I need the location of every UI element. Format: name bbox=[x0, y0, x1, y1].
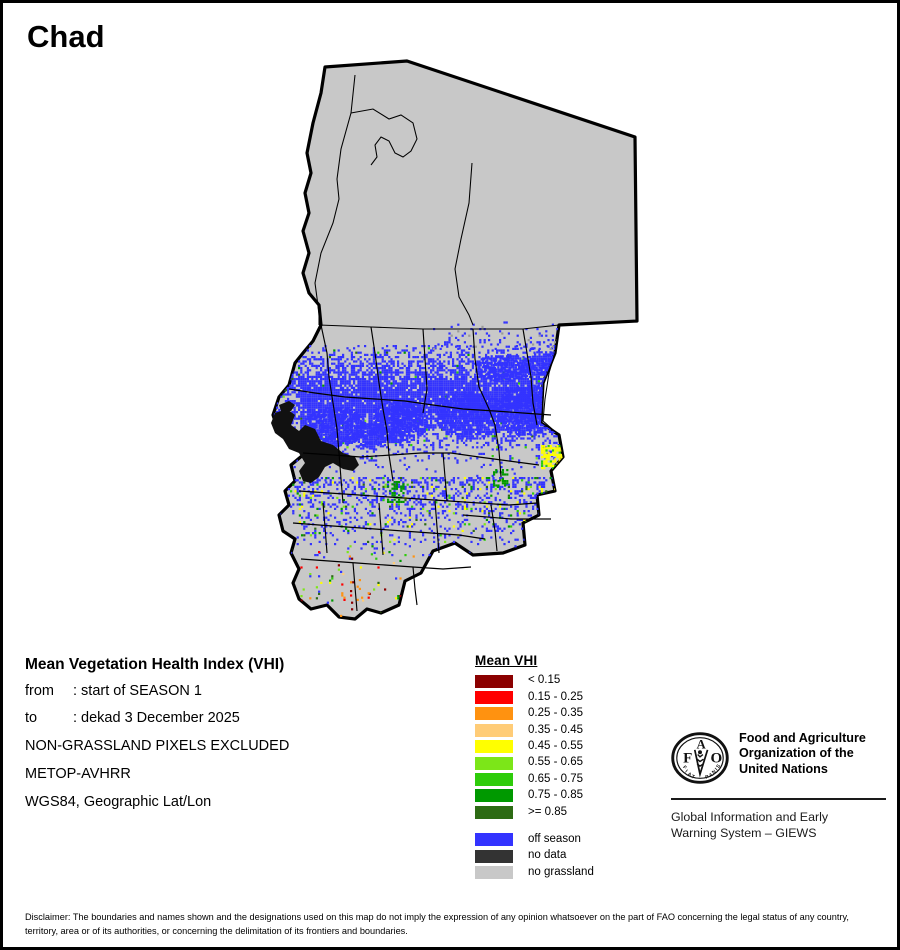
legend-special-row: no grassland bbox=[473, 864, 594, 880]
legend-class-swatch bbox=[475, 674, 513, 688]
metadata-sensor: METOP-AVHRR bbox=[25, 765, 131, 782]
legend-special-swatch bbox=[475, 865, 513, 879]
metadata-from-label: from bbox=[25, 682, 54, 699]
legend-class-row: >= 0.85 bbox=[473, 804, 594, 820]
fao-organization-name: Food and Agriculture Organization of the… bbox=[739, 729, 866, 777]
metadata-to-label: to bbox=[25, 710, 38, 727]
admin-boundaries bbox=[314, 74, 560, 330]
legend-class-row: < 0.15 bbox=[473, 673, 594, 689]
map-legend: Mean VHI < 0.15 0.15 - 0.25 0.25 - 0.35 0.3… bbox=[473, 653, 594, 881]
metadata-projection: WGS84, Geographic Lat/Lon bbox=[25, 793, 212, 810]
legend-special-row: no data bbox=[473, 848, 594, 864]
legend-class-list: < 0.15 0.15 - 0.25 0.25 - 0.35 0.35 - 0.45 0… bbox=[473, 673, 594, 821]
fao-name-line-3: United Nations bbox=[739, 761, 828, 776]
fao-name-line-2: Organization of the bbox=[739, 746, 854, 761]
country-boundary bbox=[271, 59, 639, 621]
admin-boundaries-south bbox=[288, 324, 552, 612]
lake-chad-waterbody bbox=[271, 409, 359, 483]
metadata-from-row: from : start of SEASON 1 bbox=[25, 683, 455, 700]
fao-divider bbox=[671, 798, 886, 800]
legend-class-label: >= 0.85 bbox=[528, 805, 568, 818]
legend-special-label: no data bbox=[528, 849, 567, 862]
legend-class-label: 0.15 - 0.25 bbox=[528, 690, 583, 703]
legend-special-label: off season bbox=[528, 832, 581, 845]
metadata-to-value: : dekad 3 December 2025 bbox=[73, 710, 240, 727]
legend-class-label: 0.25 - 0.35 bbox=[528, 707, 583, 720]
fao-name-line-1: Food and Agriculture bbox=[739, 731, 866, 745]
disclaimer-text: Disclaimer: The boundaries and names sho… bbox=[25, 912, 849, 936]
legend-special-list: off season no data no grassland bbox=[473, 832, 594, 881]
lake-chad bbox=[271, 401, 359, 483]
map-land bbox=[271, 59, 639, 621]
legend-special-row: off season bbox=[473, 832, 594, 848]
lake-chad-north-lobe bbox=[279, 401, 295, 411]
legend-class-row: 0.45 - 0.55 bbox=[473, 739, 594, 755]
legend-class-row: 0.25 - 0.35 bbox=[473, 706, 594, 722]
legend-class-swatch bbox=[475, 723, 513, 737]
legend-class-row: 0.55 - 0.65 bbox=[473, 755, 594, 771]
legend-class-swatch bbox=[475, 805, 513, 819]
map-canvas[interactable] bbox=[3, 53, 897, 643]
legend-class-swatch bbox=[475, 756, 513, 770]
metadata-from-value: : start of SEASON 1 bbox=[73, 682, 202, 699]
chad-map-svg[interactable] bbox=[3, 53, 897, 643]
legend-class-swatch bbox=[475, 740, 513, 754]
giews-line-1: Global Information and Early bbox=[671, 810, 829, 824]
fao-logo-icon: F A O F I A T P A N I bbox=[671, 732, 729, 784]
legend-class-label: 0.75 - 0.85 bbox=[528, 789, 583, 802]
legend-class-label: < 0.15 bbox=[528, 674, 561, 687]
legend-special-swatch bbox=[475, 833, 513, 847]
legend-class-row: 0.15 - 0.25 bbox=[473, 689, 594, 705]
admin-boundaries-east bbox=[542, 324, 564, 458]
fao-header: F A O F I A T P A N I bbox=[671, 729, 886, 787]
giews-line-2: Warning System – GIEWS bbox=[671, 826, 817, 841]
page-title: Chad bbox=[27, 19, 105, 54]
legend-class-row: 0.65 - 0.75 bbox=[473, 771, 594, 787]
legend-special-swatch bbox=[475, 849, 513, 863]
legend-title: Mean VHI bbox=[475, 653, 538, 668]
legend-class-label: 0.35 - 0.45 bbox=[528, 723, 583, 736]
map-metadata: Mean Vegetation Health Index (VHI) from:… bbox=[25, 656, 455, 821]
metadata-note: NON-GRASSLAND PIXELS EXCLUDED bbox=[25, 738, 290, 755]
legend-class-swatch bbox=[475, 707, 513, 721]
legend-class-row: 0.35 - 0.45 bbox=[473, 722, 594, 738]
legend-special-label: no grassland bbox=[528, 865, 594, 878]
metadata-to-row: to : dekad 3 December 2025 bbox=[25, 710, 455, 727]
legend-class-label: 0.55 - 0.65 bbox=[528, 756, 583, 769]
legend-class-swatch bbox=[475, 691, 513, 705]
legend-spacer bbox=[473, 821, 594, 832]
legend-class-row: 0.75 - 0.85 bbox=[473, 788, 594, 804]
giews-system-name: Global Information and Early Warning Sys… bbox=[671, 809, 886, 841]
legend-class-label: 0.65 - 0.75 bbox=[528, 772, 583, 785]
legend-class-label: 0.45 - 0.55 bbox=[528, 740, 583, 752]
metadata-heading: Mean Vegetation Health Index (VHI) bbox=[25, 656, 285, 673]
fao-branding: F A O F I A T P A N I bbox=[671, 729, 886, 841]
legend-class-swatch bbox=[475, 789, 513, 803]
legend-class-swatch bbox=[475, 773, 513, 787]
